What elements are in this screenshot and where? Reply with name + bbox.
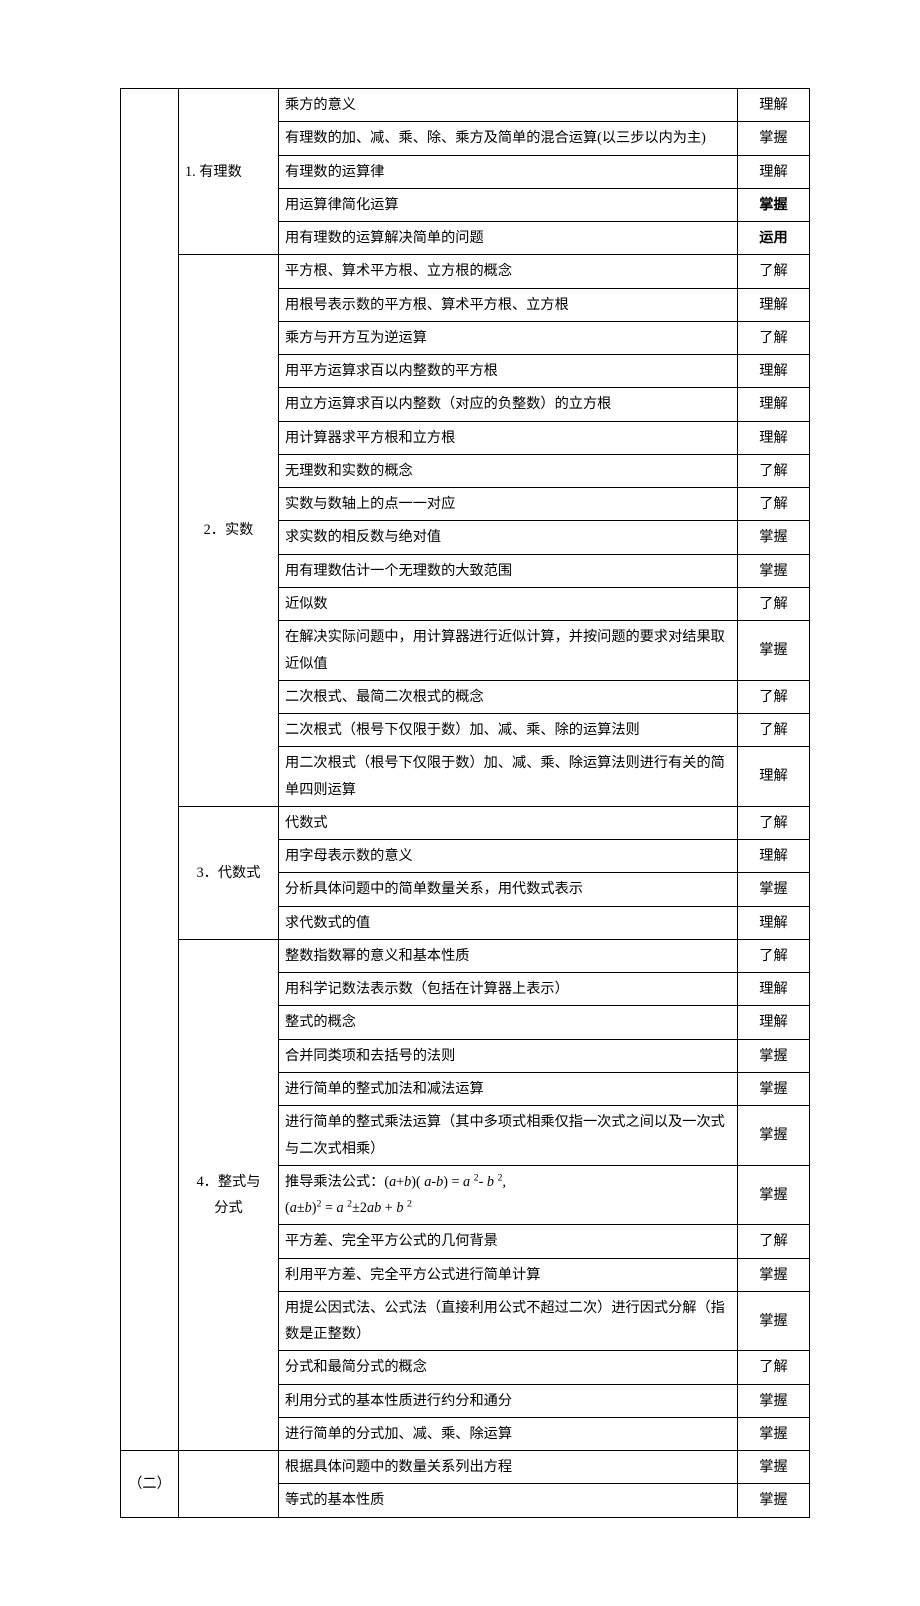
description-cell: 用科学记数法表示数（包括在计算器上表示）: [279, 973, 738, 1006]
description-cell: 进行简单的整式加法和减法运算: [279, 1072, 738, 1105]
description-cell: 近似数: [279, 587, 738, 620]
topic-cell: 1. 有理数: [179, 89, 279, 255]
level-cell: 理解: [738, 388, 810, 421]
description-cell: 用根号表示数的平方根、算术平方根、立方根: [279, 288, 738, 321]
description-cell: 实数与数轴上的点一一对应: [279, 488, 738, 521]
table-row: 4．整式与分式整数指数幂的意义和基本性质了解: [121, 939, 810, 972]
level-cell: 了解: [738, 321, 810, 354]
topic-cell: 3．代数式: [179, 806, 279, 939]
level-cell: 理解: [738, 288, 810, 321]
table-row: 1. 有理数乘方的意义理解: [121, 89, 810, 122]
description-cell: 用平方运算求百以内整数的平方根: [279, 355, 738, 388]
level-cell: 掌握: [738, 521, 810, 554]
table-row: 2．实数平方根、算术平方根、立方根的概念了解: [121, 255, 810, 288]
level-cell: 了解: [738, 1225, 810, 1258]
level-cell: 理解: [738, 973, 810, 1006]
level-cell: 了解: [738, 1351, 810, 1384]
level-cell: 掌握: [738, 122, 810, 155]
description-cell: 用提公因式法、公式法（直接利用公式不超过二次）进行因式分解（指数是正整数）: [279, 1291, 738, 1351]
level-cell: 掌握: [738, 1072, 810, 1105]
description-cell: 用二次根式（根号下仅限于数）加、减、乘、除运算法则进行有关的简单四则运算: [279, 747, 738, 807]
description-cell: 求实数的相反数与绝对值: [279, 521, 738, 554]
section-cell: （二）: [121, 1451, 179, 1518]
description-cell: 有理数的运算律: [279, 155, 738, 188]
description-cell: 进行简单的整式乘法运算（其中多项式相乘仅指一次式之间以及一次式与二次式相乘）: [279, 1106, 738, 1166]
description-cell: 合并同类项和去括号的法则: [279, 1039, 738, 1072]
level-cell: 掌握: [738, 621, 810, 681]
description-cell: 用有理数估计一个无理数的大致范围: [279, 554, 738, 587]
level-cell: 理解: [738, 155, 810, 188]
description-cell: 二次根式（根号下仅限于数）加、减、乘、除的运算法则: [279, 714, 738, 747]
description-cell: 分式和最简分式的概念: [279, 1351, 738, 1384]
description-cell: 用运算律简化运算: [279, 188, 738, 221]
description-cell: 整式的概念: [279, 1006, 738, 1039]
description-cell: 代数式: [279, 806, 738, 839]
level-cell: 掌握: [738, 1165, 810, 1225]
level-cell: 理解: [738, 421, 810, 454]
level-cell: 理解: [738, 355, 810, 388]
level-cell: 了解: [738, 714, 810, 747]
level-cell: 理解: [738, 747, 810, 807]
level-cell: 掌握: [738, 1039, 810, 1072]
description-cell: 整数指数幂的意义和基本性质: [279, 939, 738, 972]
level-cell: 了解: [738, 680, 810, 713]
level-cell: 了解: [738, 255, 810, 288]
description-cell: 用计算器求平方根和立方根: [279, 421, 738, 454]
description-cell: 二次根式、最简二次根式的概念: [279, 680, 738, 713]
level-cell: 掌握: [738, 1384, 810, 1417]
description-cell: 分析具体问题中的简单数量关系，用代数式表示: [279, 873, 738, 906]
description-cell: 根据具体问题中的数量关系列出方程: [279, 1451, 738, 1484]
level-cell: 掌握: [738, 1291, 810, 1351]
table-row: （二）根据具体问题中的数量关系列出方程掌握: [121, 1451, 810, 1484]
description-cell: 有理数的加、减、乘、除、乘方及简单的混合运算(以三步以内为主): [279, 122, 738, 155]
level-cell: 理解: [738, 840, 810, 873]
level-cell: 掌握: [738, 554, 810, 587]
description-cell: 推导乘法公式：(a+b)( a-b) = a 2- b 2,(a±b)2 = a…: [279, 1165, 738, 1225]
level-cell: 了解: [738, 454, 810, 487]
description-cell: 用字母表示数的意义: [279, 840, 738, 873]
section-cell: [121, 89, 179, 1451]
description-cell: 乘方的意义: [279, 89, 738, 122]
level-cell: 了解: [738, 939, 810, 972]
description-cell: 等式的基本性质: [279, 1484, 738, 1517]
topic-cell: 4．整式与分式: [179, 939, 279, 1450]
topic-cell: [179, 1451, 279, 1518]
level-cell: 理解: [738, 89, 810, 122]
level-cell: 掌握: [738, 1417, 810, 1450]
level-cell: 掌握: [738, 1106, 810, 1166]
level-cell: 掌握: [738, 1258, 810, 1291]
level-cell: 掌握: [738, 188, 810, 221]
level-cell: 掌握: [738, 1484, 810, 1517]
level-cell: 理解: [738, 1006, 810, 1039]
description-cell: 平方差、完全平方公式的几何背景: [279, 1225, 738, 1258]
topic-cell: 2．实数: [179, 255, 279, 807]
description-cell: 乘方与开方互为逆运算: [279, 321, 738, 354]
level-cell: 理解: [738, 906, 810, 939]
level-cell: 了解: [738, 488, 810, 521]
description-cell: 平方根、算术平方根、立方根的概念: [279, 255, 738, 288]
level-cell: 运用: [738, 222, 810, 255]
level-cell: 了解: [738, 806, 810, 839]
description-cell: 求代数式的值: [279, 906, 738, 939]
description-cell: 用立方运算求百以内整数（对应的负整数）的立方根: [279, 388, 738, 421]
level-cell: 掌握: [738, 873, 810, 906]
table-row: 3．代数式代数式了解: [121, 806, 810, 839]
description-cell: 在解决实际问题中，用计算器进行近似计算，并按问题的要求对结果取近似值: [279, 621, 738, 681]
syllabus-table: 1. 有理数乘方的意义理解有理数的加、减、乘、除、乘方及简单的混合运算(以三步以…: [120, 88, 810, 1518]
description-cell: 无理数和实数的概念: [279, 454, 738, 487]
description-cell: 进行简单的分式加、减、乘、除运算: [279, 1417, 738, 1450]
description-cell: 利用平方差、完全平方公式进行简单计算: [279, 1258, 738, 1291]
description-cell: 利用分式的基本性质进行约分和通分: [279, 1384, 738, 1417]
description-cell: 用有理数的运算解决简单的问题: [279, 222, 738, 255]
level-cell: 掌握: [738, 1451, 810, 1484]
level-cell: 了解: [738, 587, 810, 620]
